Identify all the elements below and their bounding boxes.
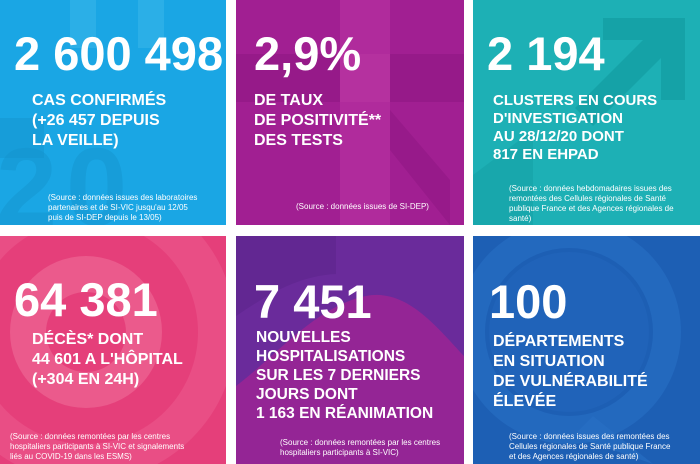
confirmed-cases-value: 2 600 498 — [14, 27, 224, 80]
hospitalisations-label: NOUVELLES HOSPITALISATIONS SUR LES 7 DER… — [256, 329, 434, 422]
svg-text:0: 0 — [66, 126, 127, 225]
departments-value: 100 — [489, 275, 568, 328]
deaths-label: DÉCÈS* DONT 44 601 A L'HÔPITAL (+304 EN … — [32, 331, 183, 388]
deaths-source: (Source : données remontées par les cent… — [10, 432, 185, 461]
plus-cross-icon — [236, 0, 464, 225]
confirmed-cases-label: CAS CONFIRMÉS (+26 457 DEPUIS LA VEILLE) — [32, 92, 167, 149]
confirmed-cases-source: (Source : données issues des laboratoire… — [48, 193, 198, 222]
positivity-rate-source: (Source : données issues de SI-DEP) — [296, 202, 429, 211]
positivity-rate-label: DE TAUX DE POSITIVITÉ** DES TESTS — [254, 92, 382, 149]
svg-text:2: 2 — [0, 126, 57, 225]
positivity-rate-value: 2,9% — [254, 27, 362, 80]
clusters-label: CLUSTERS EN COURS D'INVESTIGATION AU 28/… — [493, 92, 658, 163]
decorative-background-shapes: 2 0 — [0, 0, 164, 225]
tile-clusters: 2 194 CLUSTERS EN COURS D'INVESTIGATION … — [473, 0, 700, 225]
tile-hospitalisations: 7 451 NOUVELLES HOSPITALISATIONS SUR LES… — [236, 236, 464, 464]
departments-label: DÉPARTEMENTS EN SITUATION DE VULNÉRABILI… — [493, 333, 648, 410]
speech-bubble-icon — [473, 236, 681, 464]
trend-arrow-icon — [473, 18, 685, 225]
tile-deaths: 64 381 DÉCÈS* DONT 44 601 A L'HÔPITAL (+… — [0, 236, 226, 464]
departments-source: (Source : données issues des remontées d… — [509, 432, 671, 461]
hospitalisations-source: (Source : données remontées par les cent… — [280, 438, 441, 457]
tile-positivity-rate: 2,9% DE TAUX DE POSITIVITÉ** DES TESTS (… — [236, 0, 464, 225]
concentric-circles-shape — [0, 236, 226, 464]
wave-shape — [236, 236, 464, 464]
clusters-source: (Source : données hebdomadaires issues d… — [509, 184, 674, 223]
deaths-value: 64 381 — [14, 273, 158, 326]
hospitalisations-value: 7 451 — [254, 275, 372, 328]
tile-confirmed-cases: 2 0 2 600 498 CAS CONFIRMÉS (+26 457 DEP… — [0, 0, 226, 225]
clusters-value: 2 194 — [487, 27, 605, 80]
tile-departments: 100 DÉPARTEMENTS EN SITUATION DE VULNÉRA… — [473, 236, 700, 464]
